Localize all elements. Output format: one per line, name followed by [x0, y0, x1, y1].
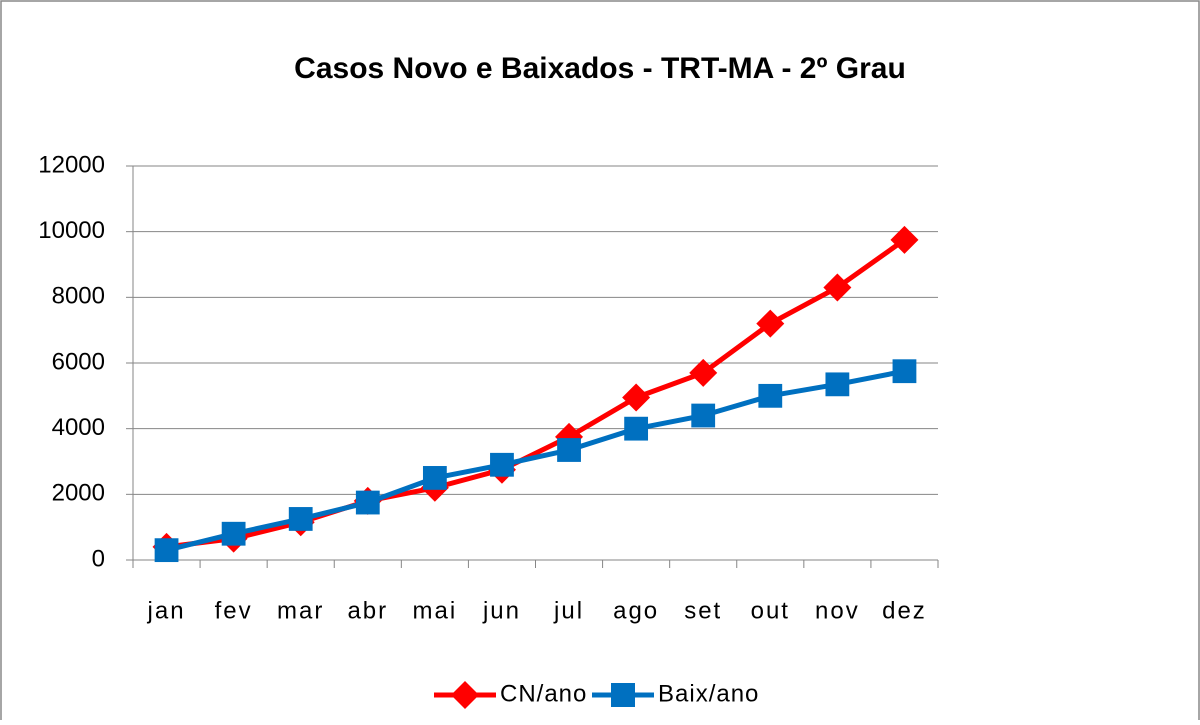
- x-tick-label: dez: [882, 597, 927, 624]
- marker: [355, 490, 380, 515]
- x-tick-label: nov: [815, 597, 860, 624]
- x-tick-label: fev: [215, 597, 253, 624]
- x-tick-label: mar: [277, 597, 324, 624]
- marker: [758, 383, 783, 408]
- x-tick-label: jan: [147, 597, 186, 624]
- marker: [689, 358, 718, 387]
- legend-marker: [451, 681, 479, 709]
- legend-label: Baix/ano: [658, 680, 759, 707]
- chart-title: Casos Novo e Baixados - TRT-MA - 2º Grau: [294, 52, 906, 85]
- y-tick-label: 0: [92, 545, 105, 572]
- marker: [825, 372, 850, 397]
- marker: [490, 452, 514, 477]
- marker: [892, 359, 917, 384]
- y-tick-label: 6000: [52, 348, 105, 375]
- y-tick-label: 2000: [52, 480, 105, 507]
- x-tick-label: abr: [347, 597, 388, 624]
- x-tick-label: mai: [413, 597, 458, 624]
- marker: [221, 521, 246, 546]
- marker: [422, 466, 447, 490]
- y-tick-label: 8000: [52, 283, 105, 310]
- y-tick-label: 4000: [52, 414, 105, 441]
- x-tick-label: jun: [482, 597, 521, 624]
- marker: [557, 438, 581, 462]
- marker: [756, 309, 785, 338]
- marker: [288, 507, 313, 531]
- x-tick-label: out: [751, 597, 790, 624]
- marker: [622, 383, 651, 412]
- y-tick-label: 10000: [38, 217, 105, 244]
- marker: [624, 416, 649, 441]
- y-tick-label: 12000: [38, 151, 105, 178]
- marker: [890, 225, 919, 254]
- x-tick-label: set: [684, 597, 722, 624]
- legend-label: CN/ano: [500, 680, 587, 707]
- x-tick-label: jul: [553, 597, 584, 624]
- marker: [691, 403, 716, 428]
- marker: [154, 538, 179, 563]
- legend-marker: [611, 683, 635, 707]
- x-tick-label: ago: [613, 597, 659, 624]
- marker: [823, 273, 852, 302]
